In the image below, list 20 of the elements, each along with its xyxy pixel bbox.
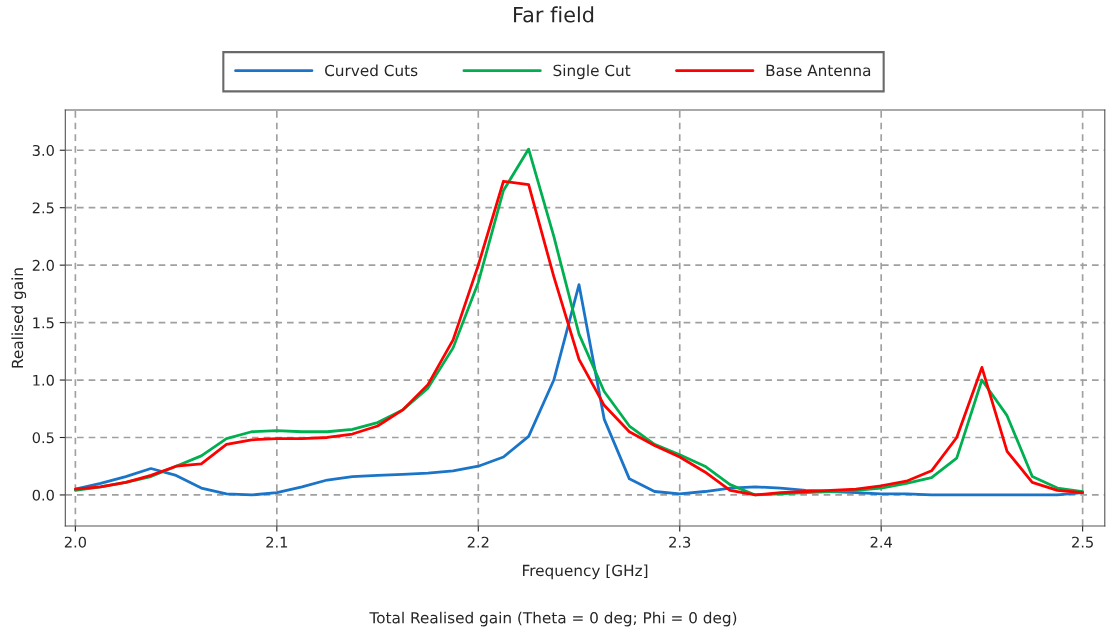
y-tick-label: 0.5 — [32, 432, 54, 444]
text: Total Realised gain (Theta = 0 deg; Phi = 0 deg) — [369, 611, 737, 627]
legend-label: Curved Cuts — [325, 64, 418, 77]
x-axis-title: Frequency [GHz] — [523, 564, 648, 580]
y-tick-label: 3.0 — [32, 144, 54, 156]
x-tick-label: 2.3 — [669, 536, 691, 548]
y-tick-label: 2.0 — [32, 259, 54, 271]
x-tick-label: 2.2 — [467, 536, 489, 548]
x-tick-label: 2.0 — [64, 536, 87, 548]
y-tick-label: 1.5 — [33, 317, 54, 329]
y-tick-label: 1.0 — [33, 374, 54, 386]
y-tick-label: 0.0 — [32, 489, 54, 501]
x-tick-label: 2.5 — [1072, 536, 1093, 548]
x-tick-label: 2.1 — [266, 536, 288, 548]
legend-label: Base Antenna — [766, 64, 871, 77]
chart-title: Far field — [514, 6, 594, 23]
y-tick-label: 2.5 — [32, 202, 54, 214]
y-axis-title: Realised gain — [11, 268, 27, 368]
legend-label: Single Cut — [553, 64, 631, 80]
x-tick-label: 2.4 — [870, 536, 892, 548]
